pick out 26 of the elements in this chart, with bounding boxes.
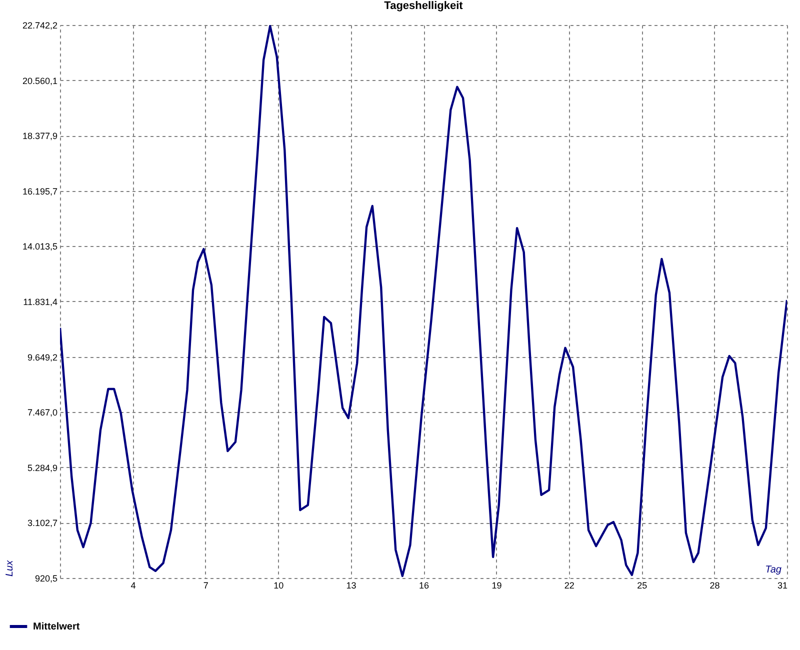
x-tick-label: 7 (203, 580, 208, 590)
x-tick-label: 13 (346, 580, 356, 590)
x-tick-label: 16 (418, 580, 430, 590)
y-tick-label: 11.831,4 (23, 297, 58, 307)
y-tick-label: 20.560,1 (22, 76, 58, 86)
chart-title: Tageshelligkeit (384, 0, 464, 12)
y-tick-label: 7.467,0 (27, 408, 58, 418)
x-axis-title: Tag (765, 564, 782, 576)
x-tick-label: 25 (637, 580, 648, 590)
y-tick-label: 920,5 (34, 574, 58, 584)
y-tick-label: 5.284,9 (27, 462, 58, 473)
y-tick-label: 9.649,2 (27, 352, 58, 362)
y-axis-title: Lux (4, 559, 16, 576)
y-tick-label: 18.377,9 (22, 131, 58, 142)
x-tick-label: 28 (710, 580, 720, 590)
x-tick-label: 31 (777, 580, 788, 590)
y-tick-label: 14.013,5 (22, 242, 58, 252)
x-tick-label: 4 (130, 580, 136, 590)
x-tick-label: 19 (492, 580, 502, 590)
x-tick-label: 22 (564, 580, 574, 590)
y-tick-label: 22.742,2 (22, 20, 58, 30)
line-series (60, 25, 787, 578)
y-tick-label: 16.195,7 (22, 186, 58, 196)
x-tick-label: 10 (274, 580, 284, 590)
legend-label: Mittelwert (33, 622, 80, 632)
y-tick-label: 3.102,7 (27, 518, 58, 528)
